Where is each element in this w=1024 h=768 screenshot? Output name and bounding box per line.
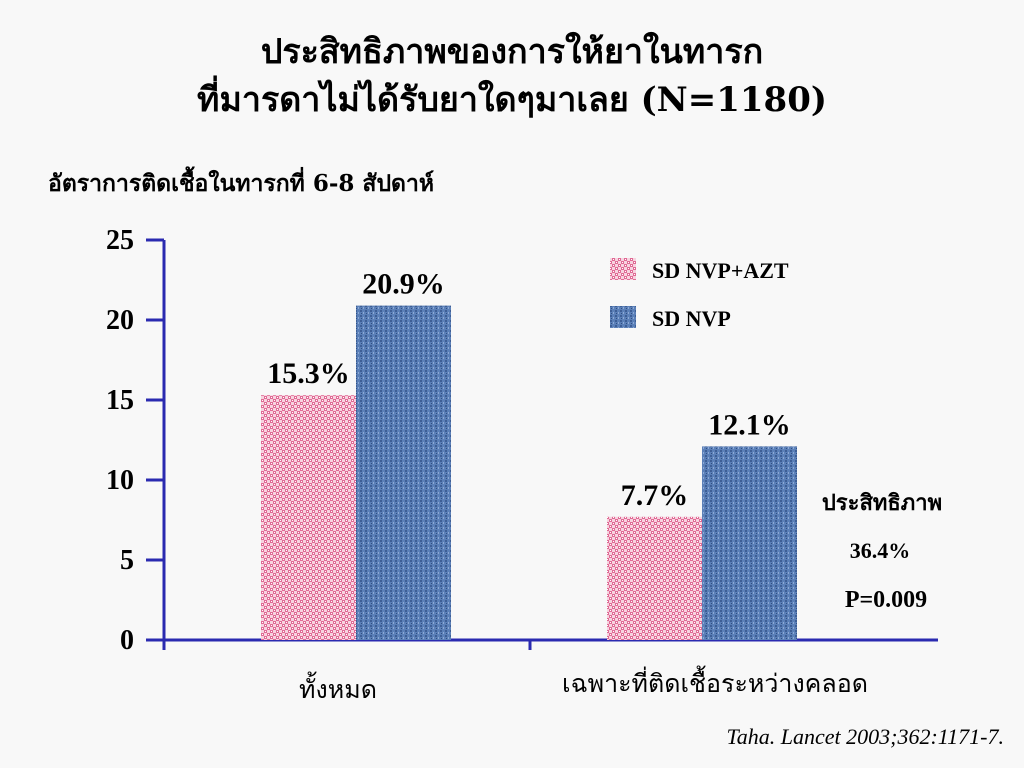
y-axis-label: อัตราการติดเชื้อในทารกที่ 6-8 สัปดาห์ bbox=[48, 170, 435, 197]
data-label: 15.3% bbox=[267, 357, 350, 390]
bar-nvp bbox=[356, 305, 451, 640]
legend-swatch bbox=[610, 258, 636, 280]
legend-swatch bbox=[610, 306, 636, 328]
slide-title: ประสิทธิภาพของการให้ยาในทารก ที่มารดาไม่… bbox=[0, 28, 1024, 124]
title-line-1: ประสิทธิภาพของการให้ยาในทารก bbox=[260, 32, 764, 72]
y-tick-label: 25 bbox=[106, 225, 134, 256]
y-tick-label: 0 bbox=[120, 625, 134, 656]
bar-nvp bbox=[702, 446, 797, 640]
legend-label: SD NVP bbox=[652, 306, 731, 331]
y-tick-label: 15 bbox=[106, 385, 134, 416]
bar-nvp-azt bbox=[607, 516, 702, 640]
category-label: เฉพาะที่ติดเชื้อระหว่างคลอด bbox=[562, 665, 868, 698]
efficacy-label: ประสิทธิภาพ bbox=[822, 490, 942, 515]
p-value: P=0.009 bbox=[845, 587, 927, 613]
data-label: 7.7% bbox=[621, 479, 689, 512]
efficacy-value: 36.4% bbox=[850, 538, 911, 563]
category-label: ทั้งหมด bbox=[299, 671, 377, 704]
data-label: 12.1% bbox=[708, 408, 791, 441]
data-label: 20.9% bbox=[362, 268, 445, 301]
citation: Taha. Lancet 2003;362:1171-7. bbox=[726, 724, 1004, 749]
y-tick-label: 20 bbox=[106, 305, 134, 336]
y-tick-label: 10 bbox=[106, 465, 134, 496]
title-line-2: ที่มารดาไม่ได้รับยาใดๆมาเลย (N=1180) bbox=[197, 80, 827, 120]
y-tick-label: 5 bbox=[120, 545, 134, 576]
legend-label: SD NVP+AZT bbox=[652, 258, 789, 283]
bar-nvp-azt bbox=[261, 395, 356, 640]
